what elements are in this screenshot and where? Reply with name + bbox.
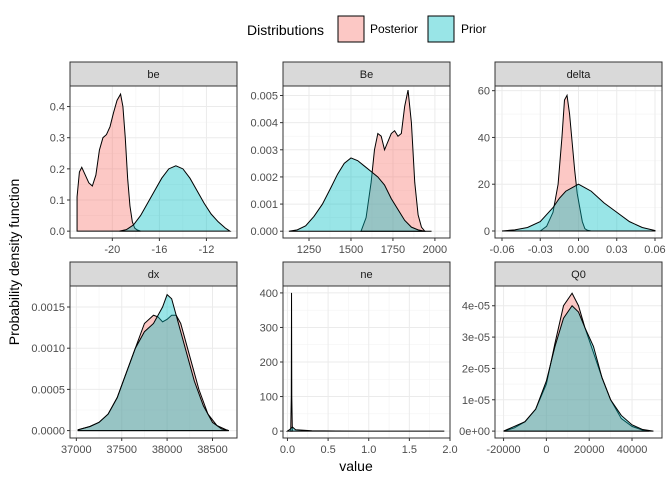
panel-background xyxy=(70,286,237,438)
facet-strip-label: be xyxy=(147,69,159,81)
y-tick-label: 400 xyxy=(260,288,278,300)
x-tick-label: 2.0 xyxy=(442,444,457,456)
facet-q0: Q0 -20000 0 20000 40000 0e+00 1e-05 2e-05 3e-05 4… xyxy=(459,261,663,456)
facet-dx: dx 37000 37500 38000 38500 0.0000 0.0005 0.0010… xyxy=(31,261,238,456)
x-tick-label: 0 xyxy=(543,444,549,456)
y-tick-label: 0.000 xyxy=(250,226,278,238)
facet-strip-label: delta xyxy=(567,69,592,81)
legend-key-posterior xyxy=(337,15,365,43)
x-tick-label: 1750 xyxy=(381,244,405,256)
y-tick-label: 20 xyxy=(478,179,490,191)
y-tick-label: 200 xyxy=(260,357,278,369)
y-tick-label: 100 xyxy=(260,392,278,404)
x-tick-label: 0.06 xyxy=(644,244,665,256)
density-prior xyxy=(288,157,432,232)
facet-strip-label: ne xyxy=(360,269,372,281)
x-tick-label: 0.03 xyxy=(606,244,627,256)
y-tick-label: 0e+00 xyxy=(459,426,490,438)
y-tick-label: 0.0000 xyxy=(31,426,65,438)
legend-key-prior xyxy=(427,15,455,43)
density-prior xyxy=(119,165,232,232)
facet-strip-label: Be xyxy=(360,69,373,81)
x-tick-label: 1.5 xyxy=(402,444,417,456)
legend-label-prior: Prior xyxy=(461,22,486,36)
x-tick-label: -0.06 xyxy=(489,244,514,256)
facet-be: Be 1250 1500 1750 2000 0.000 0.001 0.002 0.003 0.… xyxy=(250,61,451,256)
facet-strip-label: Q0 xyxy=(571,269,586,281)
y-tick-label: 0.0010 xyxy=(31,343,65,355)
x-tick-label: 38000 xyxy=(152,444,183,456)
x-tick-label: 1500 xyxy=(339,244,363,256)
y-tick-label: 0 xyxy=(272,426,278,438)
x-tick-label: 38500 xyxy=(197,444,228,456)
y-tick-label: 60 xyxy=(478,86,490,98)
x-tick-label: 2000 xyxy=(423,244,447,256)
y-tick-label: 0 xyxy=(484,226,490,238)
y-tick-label: 0.002 xyxy=(250,172,278,184)
x-tick-label: 40000 xyxy=(617,444,648,456)
facet-strip xyxy=(282,261,451,287)
x-tick-label: 1.0 xyxy=(361,444,376,456)
legend: Distributions Posterior Prior xyxy=(247,15,486,43)
x-tick-label: 0.5 xyxy=(320,444,335,456)
facet-panels: be -20 -16 -12 0.0 0.1 0.2 0.3 0.4 Be 1250 1500 1750… xyxy=(31,61,666,456)
legend-title: Distributions xyxy=(247,22,324,38)
facet-ne: ne 0.0 0.5 1.0 1.5 2.0 0 100 200 300 400 xyxy=(260,261,458,456)
x-tick-label: 1250 xyxy=(297,244,321,256)
y-tick-label: 40 xyxy=(478,132,490,144)
y-tick-label: 0.4 xyxy=(50,102,65,114)
y-tick-label: 0.1 xyxy=(50,195,65,207)
x-axis-title: value xyxy=(339,458,373,474)
facet-strip xyxy=(69,261,238,287)
facet-strip xyxy=(494,261,663,287)
legend-label-posterior: Posterior xyxy=(370,22,418,36)
y-tick-label: 0.004 xyxy=(250,118,278,130)
x-tick-label: -0.03 xyxy=(528,244,553,256)
facet-strip xyxy=(69,61,238,87)
density-prior xyxy=(285,426,445,432)
facet-strip-label: dx xyxy=(148,269,160,281)
facet-delta: delta -0.06 -0.03 0.00 0.03 0.06 0 20 40 60 xyxy=(478,61,666,256)
y-tick-label: 0.0005 xyxy=(31,384,65,396)
y-tick-label: 0.001 xyxy=(250,199,278,211)
y-tick-label: 300 xyxy=(260,322,278,334)
x-tick-label: -16 xyxy=(151,244,167,256)
x-tick-label: 0.0 xyxy=(280,444,295,456)
x-tick-label: 20000 xyxy=(574,444,605,456)
y-tick-label: 4e-05 xyxy=(462,301,490,313)
y-tick-label: 1e-05 xyxy=(462,395,490,407)
density-posterior xyxy=(538,93,592,232)
x-tick-label: 37000 xyxy=(61,444,92,456)
density-posterior xyxy=(360,89,426,232)
density-prior xyxy=(77,293,229,432)
x-tick-label: -12 xyxy=(198,244,214,256)
density-prior xyxy=(501,183,656,232)
x-tick-label: 37500 xyxy=(106,444,137,456)
facet-strip xyxy=(494,61,663,87)
x-tick-label: -20 xyxy=(104,244,120,256)
facet-strip xyxy=(282,61,451,87)
y-tick-label: 2e-05 xyxy=(462,363,490,375)
facet-be: be -20 -16 -12 0.0 0.1 0.2 0.3 0.4 xyxy=(50,61,238,256)
y-tick-label: 0.003 xyxy=(250,145,278,157)
y-tick-label: 0.3 xyxy=(50,133,65,145)
y-tick-label: 3e-05 xyxy=(462,332,490,344)
density-prior xyxy=(503,304,654,432)
y-tick-label: 0.0015 xyxy=(31,302,65,314)
density-posterior xyxy=(76,92,141,232)
y-axis-title: Probability density function xyxy=(6,179,22,346)
y-tick-label: 0.0 xyxy=(50,226,65,238)
y-tick-label: 0.005 xyxy=(250,91,278,103)
x-tick-label: -20000 xyxy=(486,444,520,456)
y-tick-label: 0.2 xyxy=(50,164,65,176)
x-tick-label: 0.00 xyxy=(568,244,589,256)
